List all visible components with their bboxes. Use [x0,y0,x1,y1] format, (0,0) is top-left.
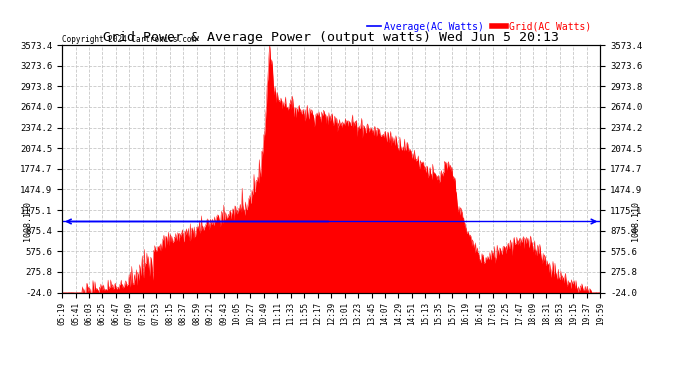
Title: Grid Power & Average Power (output watts) Wed Jun 5 20:13: Grid Power & Average Power (output watts… [104,31,559,44]
Text: 1008.110: 1008.110 [631,201,640,242]
Legend: Average(AC Watts), Grid(AC Watts): Average(AC Watts), Grid(AC Watts) [363,18,595,36]
Text: Copyright 2024 Cartronics.com: Copyright 2024 Cartronics.com [62,35,196,44]
Text: 1008.110: 1008.110 [23,201,32,242]
